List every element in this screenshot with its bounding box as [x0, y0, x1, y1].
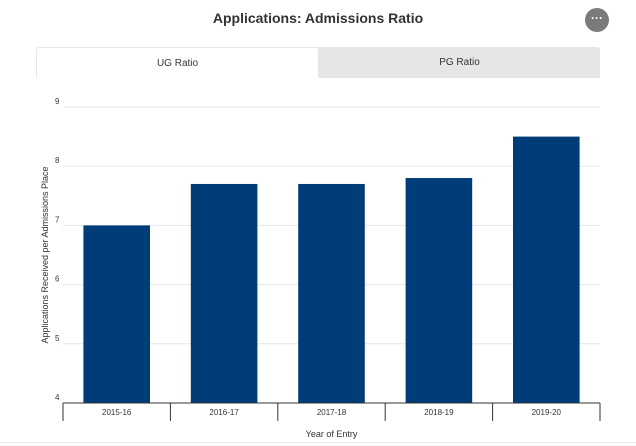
- x-axis-title: Year of Entry: [306, 429, 358, 439]
- x-tick-label: 2016-17: [209, 408, 239, 417]
- bar[interactable]: [513, 136, 580, 403]
- bar[interactable]: [298, 183, 365, 403]
- chart-title: Applications: Admissions Ratio: [212, 10, 424, 26]
- x-axis: 2015-16 2016-17 2017-18 2018-19 2019-20: [62, 402, 601, 421]
- bar[interactable]: [190, 183, 258, 403]
- y-tick-label: 6: [55, 275, 60, 284]
- y-tick-label: 7: [55, 215, 60, 224]
- y-tick-label: 9: [55, 97, 60, 106]
- y-tick-label: 5: [55, 334, 60, 343]
- x-tick-label: 2019-20: [532, 408, 562, 417]
- y-axis-ticks: 4 5 6 7 8 9: [55, 97, 60, 402]
- bars: [83, 136, 580, 403]
- x-tick-label: 2015-16: [102, 408, 132, 417]
- y-axis-title: Applications Received per Admissions Pla…: [40, 166, 50, 343]
- tab-pg-ratio[interactable]: PG Ratio: [439, 57, 480, 68]
- x-tick-label: 2017-18: [317, 408, 347, 417]
- bar[interactable]: [83, 225, 150, 403]
- y-tick-label: 8: [55, 156, 60, 165]
- y-tick-label: 4: [55, 393, 60, 402]
- bar[interactable]: [405, 178, 473, 403]
- more-horizontal-icon[interactable]: ···: [585, 8, 609, 32]
- x-tick-label: 2018-19: [424, 408, 454, 417]
- tab-ug-ratio[interactable]: UG Ratio: [36, 47, 319, 78]
- bottom-divider: [0, 442, 636, 443]
- tab-bar: UG Ratio PG Ratio: [36, 47, 600, 78]
